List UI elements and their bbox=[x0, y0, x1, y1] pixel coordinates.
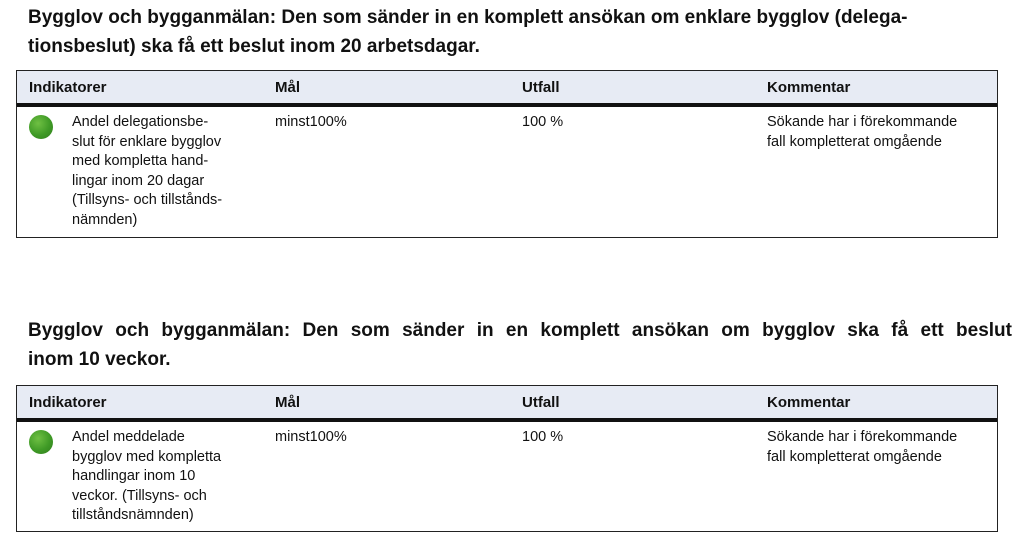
indicator-line: (Tillsyns- och tillstånds- bbox=[72, 192, 223, 208]
header-kommentar: Kommentar bbox=[767, 79, 851, 96]
comment-cell: Sökande har i förekommande fall komplett… bbox=[767, 113, 957, 152]
comment-cell: Sökande har i förekommande fall komplett… bbox=[767, 428, 957, 467]
indicator-table-1: Indikatorer Mål Utfall Kommentar Andel d… bbox=[16, 70, 998, 238]
indicator-line: med kompletta hand- bbox=[72, 153, 209, 169]
goal-cell: minst100% bbox=[275, 428, 347, 448]
header-utfall: Utfall bbox=[522, 79, 560, 96]
header-mal: Mål bbox=[275, 394, 301, 411]
outcome-cell: 100 % bbox=[522, 113, 563, 133]
header-indikatorer: Indikatorer bbox=[29, 79, 107, 96]
comment-line: fall kompletterat omgående bbox=[767, 133, 942, 150]
comment-line: Sökande har i förekommande bbox=[767, 429, 958, 445]
section2-heading: Bygglov och bygganmälan: Den som sänder … bbox=[28, 316, 1012, 374]
status-green-dot-icon bbox=[29, 115, 53, 139]
indicator-table-2: Indikatorer Mål Utfall Kommentar Andel m… bbox=[16, 385, 998, 532]
heading-line: Bygglov och bygganmälan: Den som sänder … bbox=[28, 7, 908, 28]
heading-line: inom 10 veckor. bbox=[28, 349, 171, 370]
indicator-line: nämnden) bbox=[72, 211, 138, 228]
goal-value: minst100% bbox=[275, 429, 347, 445]
header-mal: Mål bbox=[275, 79, 301, 96]
outcome-value: 100 % bbox=[522, 114, 564, 130]
outcome-cell: 100 % bbox=[522, 428, 563, 448]
heading-line: Bygglov och bygganmälan: Den som sänder … bbox=[28, 320, 1012, 341]
header-kommentar: Kommentar bbox=[767, 394, 851, 411]
header-utfall: Utfall bbox=[522, 394, 560, 411]
table-header: Indikatorer Mål Utfall Kommentar bbox=[17, 386, 997, 422]
indicator-text: Andel delegationsbe- slut för enklare by… bbox=[72, 113, 262, 230]
indicator-line: handlingar inom 10 bbox=[72, 468, 196, 484]
indicator-line: Andel delegationsbe- bbox=[72, 114, 209, 130]
comment-line: fall kompletterat omgående bbox=[767, 448, 942, 465]
comment-line: Sökande har i förekommande bbox=[767, 114, 958, 130]
outcome-value: 100 % bbox=[522, 429, 564, 445]
goal-cell: minst100% bbox=[275, 113, 347, 133]
indicator-line: bygglov med kompletta bbox=[72, 448, 222, 465]
status-green-dot-icon bbox=[29, 430, 53, 454]
indicator-text: Andel meddelade bygglov med kompletta ha… bbox=[72, 428, 262, 526]
indicator-line: tillståndsnämnden) bbox=[72, 507, 194, 523]
indicator-line: veckor. (Tillsyns- och bbox=[72, 487, 207, 504]
section1-heading: Bygglov och bygganmälan: Den som sänder … bbox=[28, 3, 1012, 61]
header-indikatorer: Indikatorer bbox=[29, 394, 107, 411]
table-header: Indikatorer Mål Utfall Kommentar bbox=[17, 71, 997, 107]
indicator-line: lingar inom 20 dagar bbox=[72, 172, 205, 189]
indicator-line: slut för enklare bygglov bbox=[72, 133, 222, 150]
indicator-line: Andel meddelade bbox=[72, 429, 185, 445]
heading-line: tionsbeslut) ska få ett beslut inom 20 a… bbox=[28, 36, 480, 57]
goal-value: minst100% bbox=[275, 114, 347, 130]
